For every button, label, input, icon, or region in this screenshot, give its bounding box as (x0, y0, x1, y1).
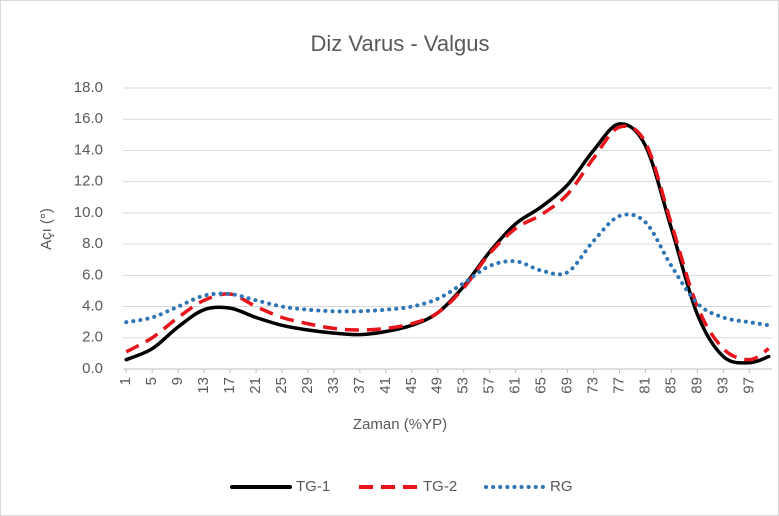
x-tick-label: 77 (610, 377, 627, 394)
x-tick-label: 97 (740, 377, 757, 394)
y-tick-label: 0.0 (82, 360, 103, 377)
x-tick-label: 65 (533, 377, 550, 394)
series-line (125, 124, 770, 362)
x-tick-label: 69 (559, 377, 576, 394)
y-tick-label: 2.0 (82, 329, 103, 346)
y-tick-label: 12.0 (74, 173, 103, 190)
chart-title: Diz Varus - Valgus (311, 31, 490, 56)
legend-label: TG-1 (296, 478, 330, 495)
x-tick-label: 9 (169, 377, 186, 385)
x-tick-label: 37 (351, 377, 368, 394)
legend-label: RG (550, 478, 573, 495)
y-tick-label: 14.0 (74, 141, 103, 158)
x-tick-label: 73 (584, 377, 601, 394)
x-tick-label: 29 (299, 377, 316, 394)
x-tick-label: 17 (221, 377, 238, 394)
x-tick-label: 61 (507, 377, 524, 394)
y-tick-label: 6.0 (82, 266, 103, 283)
x-tick-label: 93 (714, 377, 731, 394)
x-tick-label: 57 (481, 377, 498, 394)
y-tick-label: 10.0 (74, 204, 103, 221)
x-tick-label: 49 (429, 377, 446, 394)
x-tick-label: 33 (325, 377, 342, 394)
legend-label: TG-2 (423, 478, 457, 495)
y-tick-label: 16.0 (74, 110, 103, 127)
x-tick-label: 53 (455, 377, 472, 394)
x-tick-label: 13 (195, 377, 212, 394)
y-tick-label: 4.0 (82, 298, 103, 315)
y-axis-label: Açı (°) (38, 208, 55, 250)
x-tick-label: 45 (403, 377, 420, 394)
y-tick-label: 18.0 (74, 79, 103, 96)
x-tick-label: 21 (247, 377, 264, 394)
x-tick-label: 89 (688, 377, 705, 394)
series-line (124, 212, 771, 328)
x-tick-label: 1 (117, 377, 134, 385)
y-tick-label: 8.0 (82, 235, 103, 252)
x-tick-label: 85 (662, 377, 679, 394)
x-tick-label: 25 (273, 377, 290, 394)
x-tick-label: 81 (636, 377, 653, 394)
x-tick-label: 5 (143, 377, 160, 385)
x-axis-label: Zaman (%YP) (353, 416, 447, 433)
x-tick-label: 41 (377, 377, 394, 394)
